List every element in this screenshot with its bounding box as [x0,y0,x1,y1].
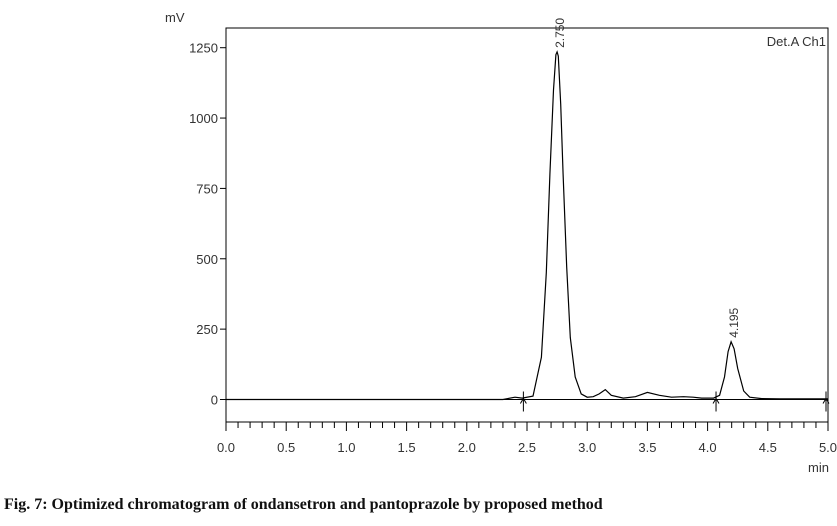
x-tick-label: 0.5 [277,440,295,455]
peak-retention-label: 4.195 [727,307,741,337]
figure-caption: Fig. 7: Optimized chromatogram of ondans… [4,496,603,513]
x-tick-label: 1.0 [337,440,355,455]
y-tick-label: 1000 [189,111,218,126]
y-tick-label: 0 [211,392,218,407]
y-tick-label: 1250 [189,41,218,56]
y-axis-unit-label: mV [165,10,185,25]
x-tick-label: 4.5 [759,440,777,455]
x-tick-label: 3.5 [638,440,656,455]
x-tick-label: 2.0 [458,440,476,455]
y-tick-label: 250 [196,322,218,337]
x-tick-label: 1.5 [398,440,416,455]
x-tick-label: 3.0 [578,440,596,455]
detector-label: Det.A Ch1 [767,34,826,49]
x-axis: 0.0 0.5 1.0 1.5 2.0 2.5 3.0 3.5 4.0 4.5 5.0 [217,422,837,455]
y-axis: 0 250 500 750 1000 1250 [189,41,226,407]
x-tick-label: 4.0 [699,440,717,455]
y-tick-label: 500 [196,252,218,267]
chromatogram-trace [226,50,828,401]
x-axis-unit-label: min [808,460,829,475]
x-tick-label: 5.0 [819,440,837,455]
peak-retention-label: 2.750 [553,18,567,48]
peak-labels: 2.750 4.195 [553,18,741,338]
x-tick-label: 2.5 [518,440,536,455]
integration-markers [519,391,830,412]
x-tick-label: 0.0 [217,440,235,455]
plot-frame [225,27,829,423]
integration-marker-arrow [712,397,720,404]
y-tick-label: 750 [196,181,218,196]
